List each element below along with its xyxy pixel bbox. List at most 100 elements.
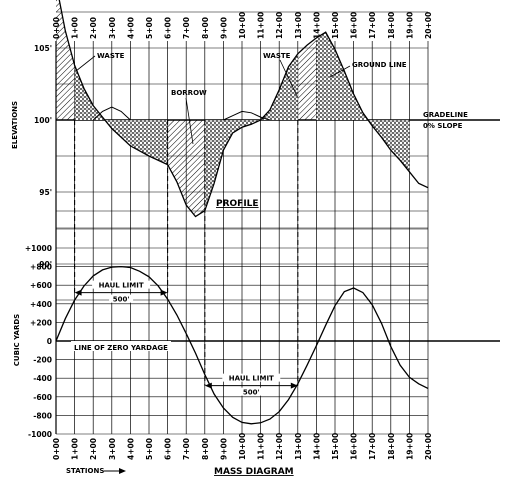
- haul-limit-length: 500': [113, 296, 130, 304]
- profile-y-tick-label: 95': [39, 188, 52, 197]
- gradeline-label: GRADELINE: [423, 111, 468, 119]
- station-label-bottom: 18+00: [387, 433, 396, 460]
- mass-lines: [55, 265, 429, 425]
- station-label-top: 6+00: [164, 17, 173, 39]
- borrow-label: BORROW: [171, 89, 207, 97]
- station-label-bottom: 19+00: [405, 433, 414, 460]
- station-label-top: 18+00: [387, 12, 396, 39]
- haul-limit-arrow-head: [204, 382, 212, 389]
- mass-y-tick-label: +800: [30, 263, 52, 272]
- profile-y-tick-label: 105': [34, 44, 52, 53]
- grid-lines: [55, 11, 500, 435]
- mass-diagram-section: CUBIC YARDS +1000 +800 +600 +400 +200 0 -200 -4…: [13, 120, 429, 439]
- profile-earthwork-areas: [56, 0, 410, 217]
- station-label-bottom: 11+00: [257, 433, 266, 460]
- mass-y-ticks: +1000 +800 +600 +400 +200 0 -200 -400 -600 -800 -1…: [25, 244, 52, 439]
- zero-line-label: LINE OF ZERO YARDAGE: [74, 344, 168, 352]
- station-label-top: 3+00: [108, 17, 117, 39]
- station-label-top: 12+00: [275, 12, 284, 39]
- mass-y-tick-label: 0: [47, 337, 52, 346]
- haul-limit-arrow-head: [74, 289, 82, 296]
- mass-y-tick-label: +600: [30, 281, 52, 290]
- stations-arrow-head: [119, 468, 126, 474]
- station-label-top: 5+00: [145, 17, 154, 39]
- stations-label: STATIONS: [66, 467, 104, 475]
- station-label-bottom: 5+00: [145, 438, 154, 460]
- mass-y-tick-label: -400: [33, 374, 52, 383]
- station-label-top: 17+00: [368, 12, 377, 39]
- station-label-top: 16+00: [350, 12, 359, 39]
- station-label-bottom: 7+00: [182, 438, 191, 460]
- station-label-bottom: 10+00: [238, 433, 247, 460]
- station-label-top: 8+00: [201, 17, 210, 39]
- waste-label-left: WASTE: [97, 52, 125, 60]
- profile-lines: [58, 0, 500, 218]
- cut-area: [74, 65, 105, 120]
- mass-y-tick-label: +400: [30, 300, 52, 309]
- station-label-bottom: 20+00: [424, 433, 433, 460]
- mass-y-tick-label: -200: [33, 356, 52, 365]
- ground-line-label: GROUND LINE: [352, 61, 407, 69]
- profile-y-tick-label: 100': [34, 116, 52, 125]
- station-label-bottom: 4+00: [126, 438, 135, 460]
- ground-line-leader: [329, 65, 351, 78]
- station-label-bottom: 2+00: [89, 438, 98, 460]
- station-label-bottom: 17+00: [368, 433, 377, 460]
- top-station-labels: 0+001+002+003+004+005+006+007+008+009+00…: [52, 12, 433, 39]
- mass-diagram-title: MASS DIAGRAM: [214, 467, 294, 477]
- profile-section: ELEVATIONS 110'105'100'95'90' WASTE BORR…: [11, 0, 500, 269]
- station-label-top: 10+00: [238, 12, 247, 39]
- station-label-bottom: 12+00: [275, 433, 284, 460]
- mass-curve: [55, 265, 429, 425]
- waste-leader-left: [75, 55, 96, 72]
- station-label-bottom: 1+00: [71, 438, 80, 460]
- haul-limit-label-bg: [92, 280, 151, 289]
- slope-label: 0% SLOPE: [423, 122, 463, 130]
- grade-curve: [92, 106, 131, 121]
- station-label-top: 4+00: [126, 17, 135, 39]
- haul-limit-title: HAUL LIMIT: [99, 282, 144, 290]
- station-label-top: 20+00: [424, 12, 433, 39]
- station-label-bottom: 13+00: [294, 433, 303, 460]
- ground-line: [58, 0, 429, 218]
- cut-area: [260, 53, 298, 120]
- waste-area-right: [297, 37, 317, 120]
- profile-y-tick-label: 90': [39, 260, 52, 269]
- waste-leader-right: [279, 59, 298, 97]
- haul-limit-label-bg: [109, 294, 134, 303]
- haul-limit-label-bg: [222, 373, 281, 382]
- haul-limit-arrow-head: [290, 382, 298, 389]
- profile-y-axis-label: ELEVATIONS: [11, 101, 19, 149]
- station-label-top: 2+00: [89, 17, 98, 39]
- station-label-top: 1+00: [71, 17, 80, 39]
- station-label-top: 13+00: [294, 12, 303, 39]
- mass-y-axis-label: CUBIC YARDS: [13, 314, 21, 366]
- bottom-station-labels: 0+00 1+00 2+00 3+00 4+00 5+00 6+00 7+00 8+00 9+00…: [52, 433, 433, 460]
- station-label-bottom: 3+00: [108, 438, 117, 460]
- station-label-top: 7+00: [182, 17, 191, 39]
- station-label-bottom: 6+00: [164, 438, 173, 460]
- station-label-bottom: 14+00: [312, 433, 321, 460]
- fill-area: [104, 119, 168, 165]
- borrow-leader: [185, 97, 194, 145]
- mass-y-tick-label: -800: [33, 411, 52, 420]
- station-label-bottom: 15+00: [331, 433, 340, 460]
- cut-area: [316, 32, 367, 121]
- profile-title: PROFILE: [216, 199, 259, 209]
- station-label-bottom: 16+00: [350, 433, 359, 460]
- borrow-area: [167, 120, 205, 217]
- station-label-top: 19+00: [405, 12, 414, 39]
- zero-line-label-bg: [71, 341, 171, 351]
- haul-limit-length: 500': [243, 389, 260, 397]
- station-label-bottom: 0+00: [52, 438, 61, 460]
- waste-label-right: WASTE: [263, 52, 291, 60]
- mass-y-tick-label: -1000: [28, 430, 52, 439]
- waste-area-left: [56, 0, 75, 120]
- station-label-top: 15+00: [331, 12, 340, 39]
- station-label-top: 14+00: [312, 12, 321, 39]
- grade-curve: [223, 110, 271, 121]
- fill-area: [204, 120, 261, 211]
- profile-y-ticks: 110'105'100'95'90': [34, 44, 52, 269]
- mass-y-tick-label: +1000: [25, 244, 52, 253]
